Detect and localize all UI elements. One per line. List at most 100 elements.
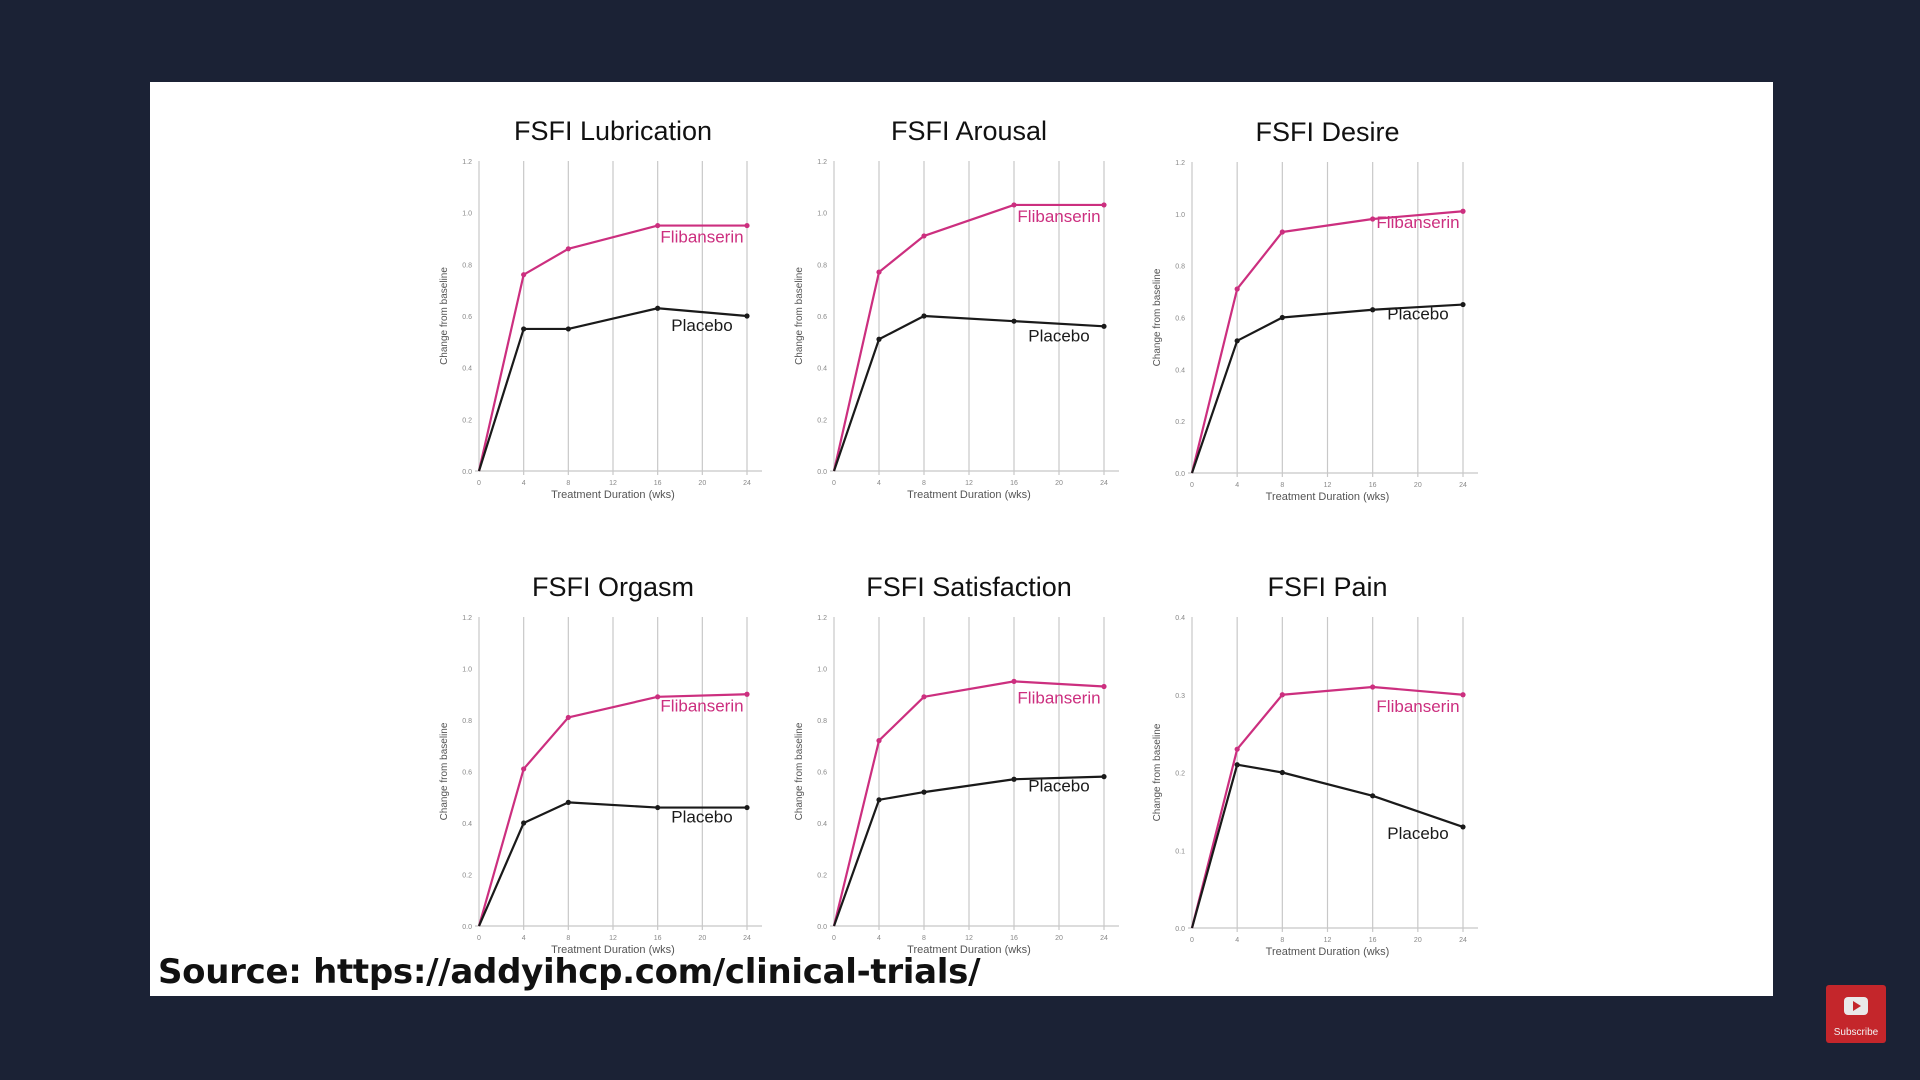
- y-tick-label: 0.0: [1175, 471, 1185, 478]
- data-point-placebo: [1460, 301, 1466, 308]
- y-tick-label: 0.0: [817, 924, 827, 931]
- y-tick-label: 1.2: [817, 615, 827, 622]
- x-tick-label: 0: [832, 480, 836, 487]
- chart-title: FSFI Lubrication: [514, 116, 712, 146]
- x-tick-label: 12: [965, 480, 973, 487]
- x-tick-label: 4: [877, 480, 881, 487]
- data-point-flibanserin: [921, 233, 927, 239]
- series-label-placebo: Placebo: [671, 316, 732, 335]
- y-tick-label: 1.2: [817, 159, 827, 166]
- x-tick-label: 24: [1459, 937, 1467, 944]
- x-tick-label: 8: [922, 480, 926, 487]
- data-point-flibanserin: [1460, 208, 1466, 214]
- series-label-flibanserin: Flibanserin: [660, 696, 743, 715]
- subscribe-button[interactable]: Subscribe: [1826, 985, 1886, 1043]
- x-tick-label: 4: [1235, 482, 1239, 489]
- x-tick-label: 0: [477, 480, 481, 487]
- y-tick-label: 1.0: [817, 667, 827, 674]
- y-tick-label: 0.4: [1175, 615, 1185, 622]
- data-point-placebo: [1370, 307, 1376, 313]
- x-tick-label: 16: [654, 480, 662, 487]
- y-tick-label: 0.8: [817, 718, 827, 725]
- data-point-flibanserin: [655, 222, 661, 229]
- y-tick-label: 0.0: [462, 469, 472, 476]
- x-tick-label: 20: [698, 480, 706, 487]
- x-tick-label: 20: [1414, 482, 1422, 489]
- data-point-flibanserin: [1101, 683, 1107, 690]
- y-tick-label: 0.2: [1175, 771, 1185, 778]
- play-icon: [1844, 997, 1868, 1015]
- chart-title: FSFI Orgasm: [532, 572, 694, 602]
- slide: FSFI Lubrication 0 4 8 12 16 20 24 0.0 0.2 0.4 0.6 0…: [150, 82, 1773, 996]
- data-point-flibanserin: [744, 222, 750, 229]
- y-tick-label: 1.0: [462, 667, 472, 674]
- x-tick-label: 24: [1100, 935, 1108, 942]
- data-point-flibanserin: [1460, 692, 1466, 698]
- y-tick-label: 0.0: [462, 924, 472, 931]
- data-point-flibanserin: [655, 694, 661, 700]
- x-tick-label: 8: [1280, 937, 1284, 944]
- data-point-placebo: [1460, 824, 1466, 830]
- y-tick-label: 1.2: [462, 615, 472, 622]
- data-point-flibanserin: [1279, 229, 1285, 235]
- data-point-flibanserin: [521, 766, 527, 772]
- x-tick-label: 12: [965, 935, 973, 942]
- y-tick-label: 0.6: [817, 770, 827, 777]
- data-point-flibanserin: [1370, 216, 1376, 222]
- data-point-placebo: [744, 804, 750, 811]
- y-axis-label: Change from baseline: [439, 722, 450, 820]
- x-tick-label: 8: [922, 935, 926, 942]
- subscribe-label: Subscribe: [1833, 1027, 1879, 1038]
- data-point-flibanserin: [521, 272, 527, 278]
- y-tick-label: 0.8: [462, 718, 472, 725]
- data-point-flibanserin: [1234, 286, 1240, 292]
- series-label-flibanserin: Flibanserin: [1017, 207, 1100, 226]
- data-point-flibanserin: [565, 246, 571, 252]
- data-point-placebo: [1234, 762, 1240, 768]
- data-point-placebo: [1101, 323, 1107, 329]
- x-tick-label: 8: [566, 480, 570, 487]
- x-tick-label: 20: [698, 935, 706, 942]
- y-tick-label: 0.6: [817, 314, 827, 321]
- y-tick-label: 0.6: [462, 314, 472, 321]
- data-point-placebo: [1011, 318, 1017, 324]
- chart-fsfi-lubrication: FSFI Lubrication 0 4 8 12 16 20 24 0.0 0.2 0.4 0.6 0…: [439, 116, 762, 501]
- x-tick-label: 4: [522, 935, 526, 942]
- series-label-flibanserin: Flibanserin: [1017, 689, 1100, 708]
- chart-grid: FSFI Lubrication 0 4 8 12 16 20 24 0.0 0.2 0.4 0.6 0…: [439, 116, 1478, 958]
- x-tick-label: 24: [743, 480, 751, 487]
- data-point-flibanserin: [876, 738, 882, 744]
- x-tick-label: 16: [1010, 480, 1018, 487]
- data-point-flibanserin: [1011, 202, 1017, 208]
- y-tick-label: 1.2: [1175, 160, 1185, 167]
- chart-fsfi-pain: FSFI Pain 0 4 8 12 16 20 24 0.0 0.1 0.2 0.3 0.4 Treat…: [1152, 572, 1478, 958]
- chart-title: FSFI Arousal: [891, 116, 1047, 146]
- y-tick-label: 0.6: [462, 770, 472, 777]
- series-label-placebo: Placebo: [1387, 305, 1448, 324]
- data-point-flibanserin: [876, 269, 882, 275]
- data-point-placebo: [876, 336, 882, 342]
- data-point-flibanserin: [744, 691, 750, 697]
- series-label-placebo: Placebo: [1028, 326, 1089, 345]
- data-point-placebo: [876, 797, 882, 803]
- y-tick-label: 1.2: [462, 159, 472, 166]
- x-axis-label: Treatment Duration (wks): [907, 489, 1031, 501]
- source-caption: Source: https://addyihcp.com/clinical-tr…: [158, 952, 981, 992]
- chart-title: FSFI Satisfaction: [866, 572, 1072, 602]
- data-point-placebo: [565, 326, 571, 332]
- y-tick-label: 0.4: [1175, 367, 1185, 374]
- y-tick-label: 0.4: [817, 821, 827, 828]
- x-tick-label: 8: [1280, 482, 1284, 489]
- y-tick-label: 0.2: [462, 417, 472, 424]
- x-tick-label: 0: [477, 935, 481, 942]
- x-axis-label: Treatment Duration (wks): [551, 489, 675, 501]
- y-tick-label: 0.8: [1175, 264, 1185, 271]
- data-point-flibanserin: [1234, 746, 1240, 752]
- chart-fsfi-arousal: FSFI Arousal 0 4 8 12 16 20 24 0.0 0.2 0.4 0.6 0.8 1.…: [794, 116, 1119, 501]
- y-tick-label: 0.2: [462, 873, 472, 880]
- data-point-placebo: [565, 799, 571, 806]
- y-axis-label: Change from baseline: [439, 267, 450, 365]
- y-axis-label: Change from baseline: [1152, 268, 1163, 366]
- data-point-placebo: [1011, 776, 1017, 782]
- y-tick-label: 0.8: [462, 262, 472, 269]
